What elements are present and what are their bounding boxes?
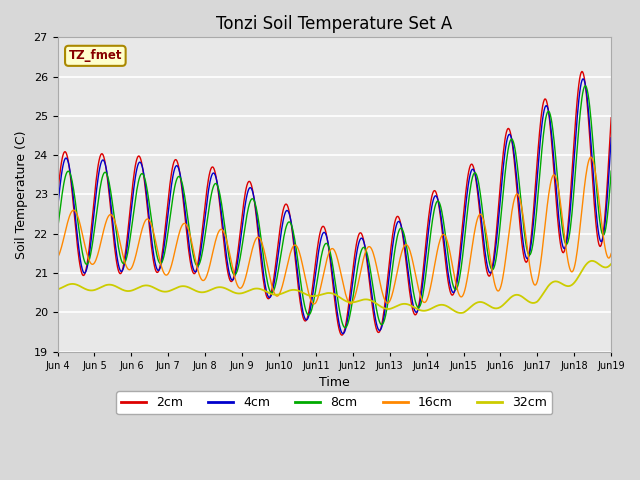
Legend: 2cm, 4cm, 8cm, 16cm, 32cm: 2cm, 4cm, 8cm, 16cm, 32cm [116, 391, 552, 414]
2cm [64, 155, 72, 160]
2cm [54, 192, 61, 198]
8cm [177, 176, 184, 181]
2cm [206, 169, 214, 175]
Line: 16cm: 16cm [58, 157, 611, 304]
X-axis label: Time: Time [319, 376, 349, 389]
16cm [607, 251, 615, 256]
16cm [206, 262, 214, 267]
8cm [121, 260, 129, 266]
Text: TZ_fmet: TZ_fmet [68, 49, 122, 62]
32cm [177, 284, 184, 289]
2cm [419, 274, 426, 279]
Line: 2cm: 2cm [58, 72, 611, 335]
16cm [419, 298, 426, 304]
8cm [403, 242, 410, 248]
32cm [588, 258, 596, 264]
32cm [121, 288, 129, 293]
2cm [578, 69, 586, 74]
8cm [607, 168, 615, 174]
Y-axis label: Soil Temperature (C): Soil Temperature (C) [15, 130, 28, 259]
4cm [419, 282, 426, 288]
2cm [607, 115, 615, 120]
4cm [580, 76, 588, 82]
Line: 8cm: 8cm [58, 86, 611, 328]
16cm [121, 258, 129, 264]
8cm [206, 199, 214, 204]
16cm [54, 254, 61, 260]
4cm [206, 179, 214, 185]
32cm [402, 301, 410, 307]
16cm [310, 301, 318, 307]
4cm [64, 157, 72, 163]
32cm [64, 282, 72, 288]
16cm [177, 226, 184, 231]
32cm [418, 308, 426, 313]
16cm [403, 242, 410, 248]
4cm [121, 261, 129, 267]
16cm [64, 220, 72, 226]
2cm [121, 256, 129, 262]
2cm [177, 177, 184, 182]
32cm [607, 261, 615, 267]
8cm [419, 294, 426, 300]
2cm [403, 262, 410, 267]
8cm [341, 325, 349, 331]
4cm [607, 135, 615, 141]
16cm [588, 154, 595, 160]
8cm [64, 168, 72, 174]
4cm [177, 175, 184, 180]
8cm [54, 227, 61, 232]
32cm [54, 287, 61, 292]
4cm [339, 331, 347, 336]
4cm [54, 206, 61, 212]
2cm [338, 332, 346, 338]
Line: 32cm: 32cm [58, 261, 611, 313]
4cm [403, 254, 410, 260]
32cm [206, 288, 214, 293]
Title: Tonzi Soil Temperature Set A: Tonzi Soil Temperature Set A [216, 15, 452, 33]
Line: 4cm: 4cm [58, 79, 611, 334]
8cm [581, 83, 589, 89]
32cm [457, 310, 465, 316]
